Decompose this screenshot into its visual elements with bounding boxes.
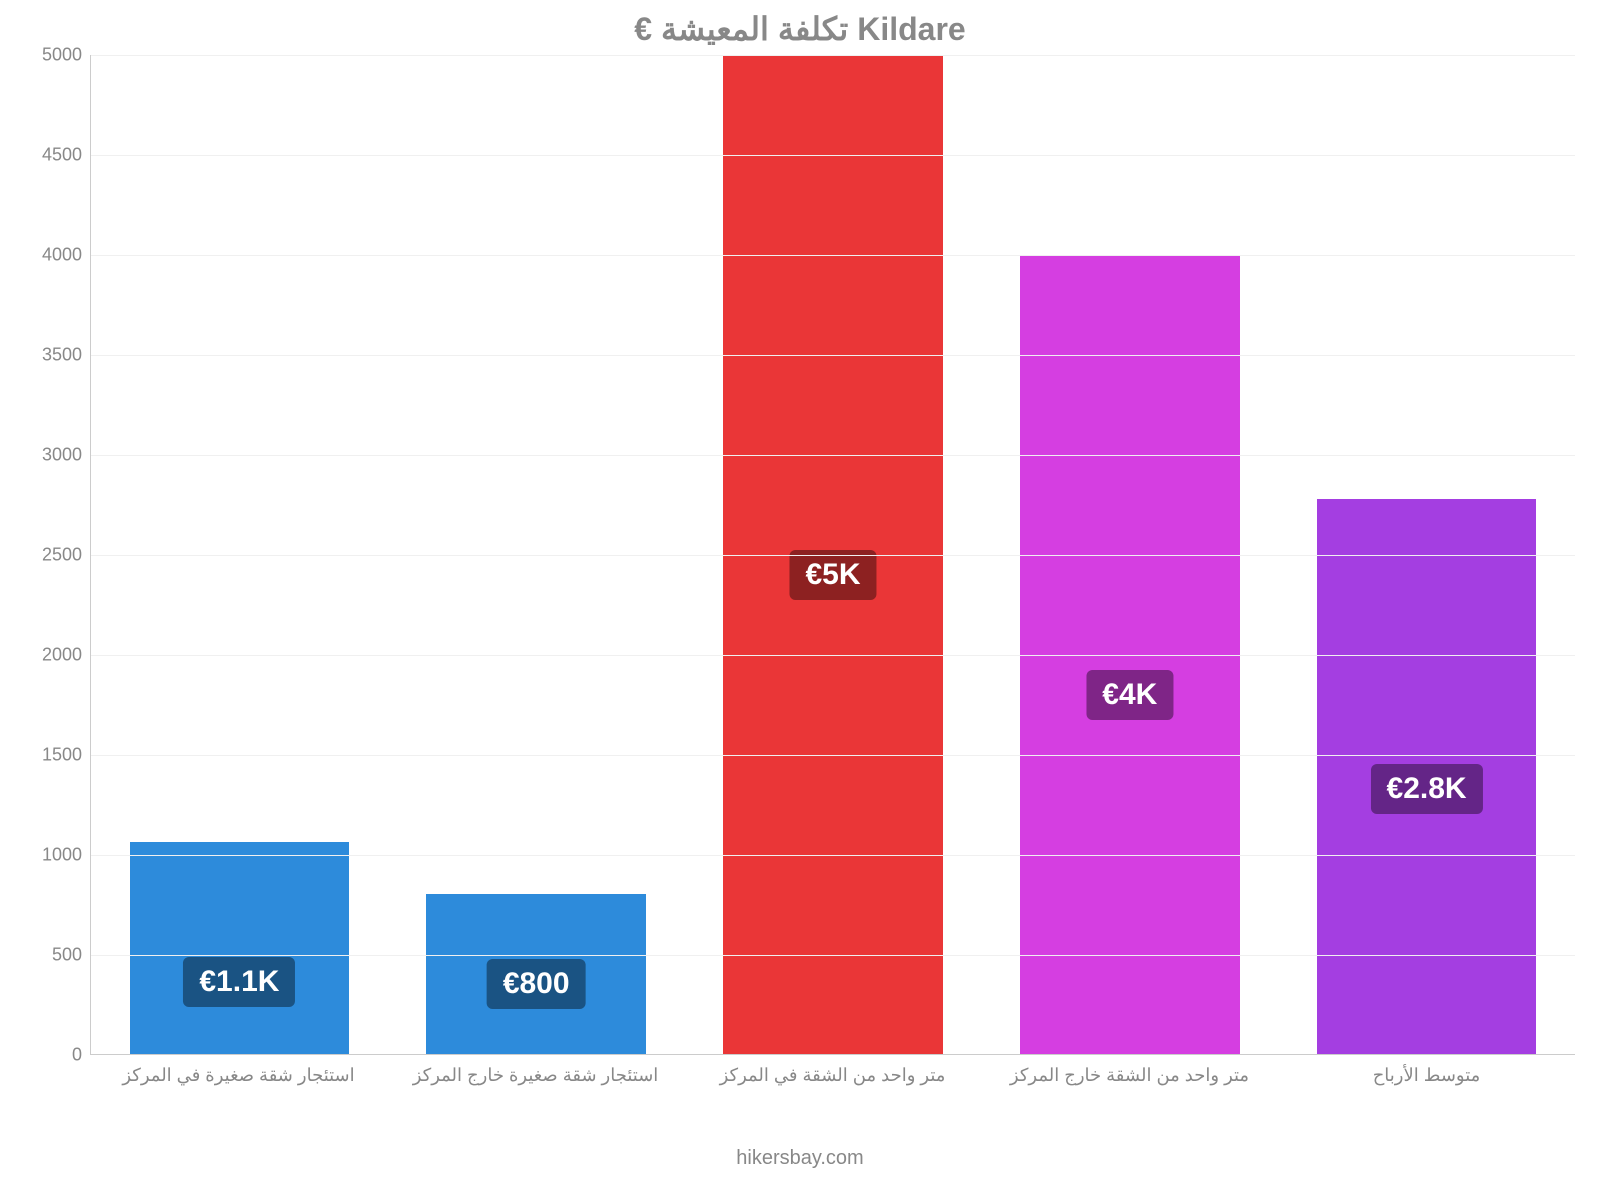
chart-container: € تكلفة المعيشة Kildare €1.1K€800€5K€4K€… — [0, 0, 1600, 1200]
xtick-label: متر واحد من الشقة خارج المركز — [981, 1065, 1278, 1086]
ytick-label: 5000 — [12, 45, 82, 66]
ytick-label: 4500 — [12, 145, 82, 166]
gridline — [91, 55, 1575, 56]
ytick-label: 2500 — [12, 545, 82, 566]
ytick-label: 4000 — [12, 245, 82, 266]
bar: €800 — [426, 894, 646, 1054]
xtick-label: استئجار شقة صغيرة خارج المركز — [387, 1065, 684, 1086]
gridline — [91, 355, 1575, 356]
ytick-label: 500 — [12, 945, 82, 966]
bar-value-badge: €5K — [789, 550, 876, 600]
bar-value-badge: €1.1K — [183, 957, 295, 1007]
gridline — [91, 255, 1575, 256]
ytick-label: 2000 — [12, 645, 82, 666]
xtick-label: متر واحد من الشقة في المركز — [684, 1065, 981, 1086]
gridline — [91, 655, 1575, 656]
ytick-label: 3500 — [12, 345, 82, 366]
bar-value-badge: €2.8K — [1371, 764, 1483, 814]
xtick-label: استئجار شقة صغيرة في المركز — [90, 1065, 387, 1086]
gridline — [91, 155, 1575, 156]
bar-value-badge: €4K — [1086, 670, 1173, 720]
xtick-label: متوسط الأرباح — [1278, 1065, 1575, 1086]
gridline — [91, 755, 1575, 756]
gridline — [91, 955, 1575, 956]
gridline — [91, 855, 1575, 856]
gridline — [91, 555, 1575, 556]
ytick-label: 1000 — [12, 845, 82, 866]
chart-footer: hikersbay.com — [0, 1147, 1600, 1170]
bar: €2.8K — [1317, 499, 1537, 1054]
gridline — [91, 455, 1575, 456]
bar: €1.1K — [130, 842, 350, 1054]
ytick-label: 0 — [12, 1045, 82, 1066]
bar-value-badge: €800 — [487, 959, 586, 1009]
ytick-label: 3000 — [12, 445, 82, 466]
plot-area: €1.1K €800 €5K €4K €2.8K — [90, 55, 1575, 1055]
chart-title: € تكلفة المعيشة Kildare — [0, 10, 1600, 48]
ytick-label: 1500 — [12, 745, 82, 766]
